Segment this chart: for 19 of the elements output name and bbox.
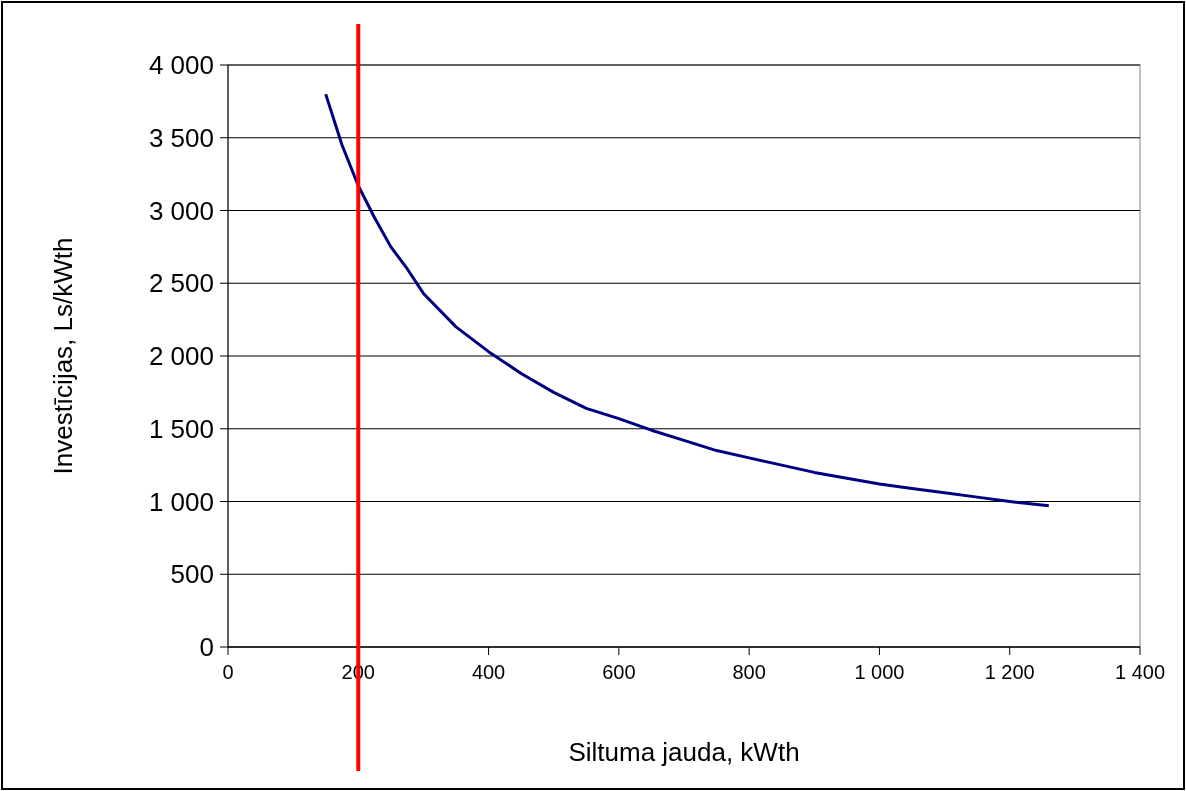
y-tick-label: 3 500	[148, 122, 214, 153]
y-tick-label: 3 000	[148, 195, 214, 226]
y-tick-label: 500	[170, 559, 214, 590]
y-tick-label: 2 000	[148, 341, 214, 372]
y-tick-label: 2 500	[148, 268, 214, 299]
y-tick-label: 0	[199, 632, 214, 663]
x-tick-label: 0	[222, 661, 234, 683]
x-tick-label: 1 400	[1114, 661, 1166, 683]
line-series	[324, 92, 1051, 508]
x-tick-label: 1 200	[984, 661, 1035, 683]
x-tick-label: 600	[602, 661, 636, 683]
x-tick-label: 400	[471, 661, 506, 683]
y-axis-title: Investīcijas, Ls/kWth	[48, 237, 78, 475]
x-tick-label: 800	[732, 661, 766, 683]
y-tick-label: 1 000	[148, 486, 214, 517]
y-tick-label: 1 500	[148, 413, 214, 444]
x-tick-label: 1 000	[854, 661, 905, 683]
x-axis-title: Siltuma jauda, kWth	[568, 737, 800, 767]
y-tick-label: 4 000	[148, 50, 214, 81]
